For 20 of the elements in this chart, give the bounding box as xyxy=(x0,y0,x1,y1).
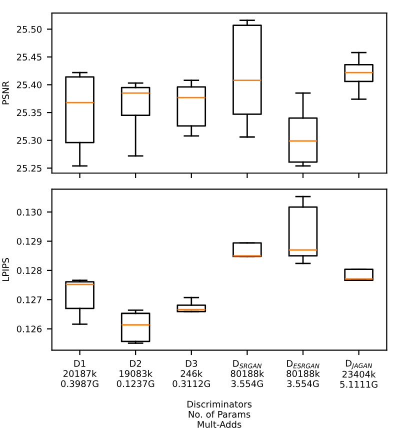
y-axis-title: LPIPS xyxy=(2,258,10,281)
y-tick-label: 0.129 xyxy=(16,238,42,245)
y-tick-label: 25.50 xyxy=(16,26,42,33)
y-tick-label: 0.126 xyxy=(16,326,42,332)
y-tick-label: 25.30 xyxy=(16,137,42,144)
y-tick-label: 0.130 xyxy=(16,208,42,216)
y-tick-label: 0.128 xyxy=(16,267,42,274)
x-tick-label: D3 246k 0.3112G xyxy=(172,360,210,388)
y-axis-title: PSNR xyxy=(2,81,10,104)
x-tick-label: D$_{JAGAN}$ 23404k 5.1111G xyxy=(340,360,378,388)
x-tick-label: D$_{SRGAN}$ 80188k 3.554G xyxy=(230,360,264,388)
y-tick-label: 25.35 xyxy=(16,109,42,116)
y-tick-label: 25.45 xyxy=(16,54,42,61)
y-tick-label: 25.40 xyxy=(16,81,42,88)
x-axis-title: Discriminators No. of Params Mult-Adds xyxy=(187,400,252,428)
x-tick-label: D1 20187k 0.3987G xyxy=(61,360,98,388)
y-tick-label: 25.25 xyxy=(16,164,42,172)
x-tick-label: D$_{ESRGAN}$ 80188k 3.554G xyxy=(286,360,320,388)
x-tick-label: D2 19083k 0.1237G xyxy=(116,360,154,388)
y-tick-label: 0.127 xyxy=(16,296,42,304)
